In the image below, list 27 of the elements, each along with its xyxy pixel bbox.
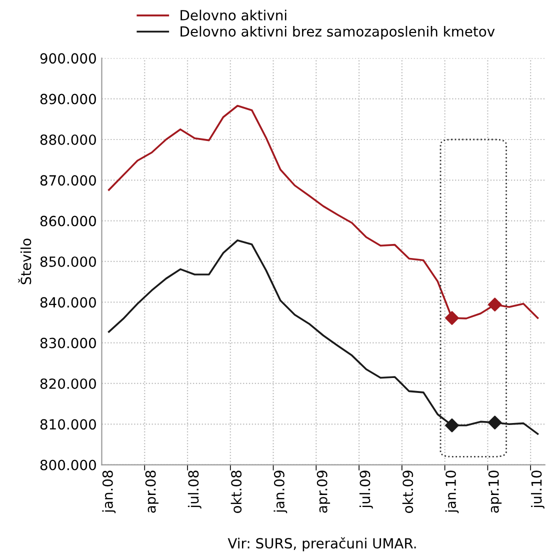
x-tick-label: apr.09 xyxy=(316,470,330,513)
legend-label: Delovno aktivni xyxy=(180,10,286,20)
text: Vir: SURS, preračuni UMAR. xyxy=(228,537,416,552)
y-tick-label: 870.000 xyxy=(40,175,96,186)
x-tick-label: jan.09 xyxy=(274,470,288,514)
y-tick-label: 890.000 xyxy=(40,94,96,104)
x-tick-label: apr.08 xyxy=(145,470,158,513)
y-tick-label: 800.000 xyxy=(40,460,96,470)
x-tick-label: jul.09 xyxy=(359,470,373,509)
y-tick-label: 840.000 xyxy=(40,297,96,308)
y-tick-label: 880.000 xyxy=(40,134,96,145)
line-series xyxy=(108,239,539,435)
x-tick-label: jan.08 xyxy=(102,470,116,514)
y-tick-label: 810.000 xyxy=(40,419,96,430)
x-tick-label: jan.10 xyxy=(445,470,459,514)
y-tick-label: 900.000 xyxy=(40,53,96,64)
y-tick-label: 850.000 xyxy=(40,256,96,267)
x-tick-label: okt.08 xyxy=(230,470,242,513)
y-tick-label: 820.000 xyxy=(40,378,96,389)
y-tick-label: 830.000 xyxy=(40,338,96,348)
y-tick-label: 860.000 xyxy=(40,216,96,226)
x-tick-label: jul.08 xyxy=(188,470,202,509)
y-axis-title: Število xyxy=(18,238,32,284)
x-tick-label: jul.10 xyxy=(531,470,544,509)
x-tick-label: apr.10 xyxy=(488,470,502,513)
legend-label: Delovno aktivni brez samozaposlenih kmetov xyxy=(180,26,495,40)
x-tick-label: okt.09 xyxy=(402,470,414,513)
